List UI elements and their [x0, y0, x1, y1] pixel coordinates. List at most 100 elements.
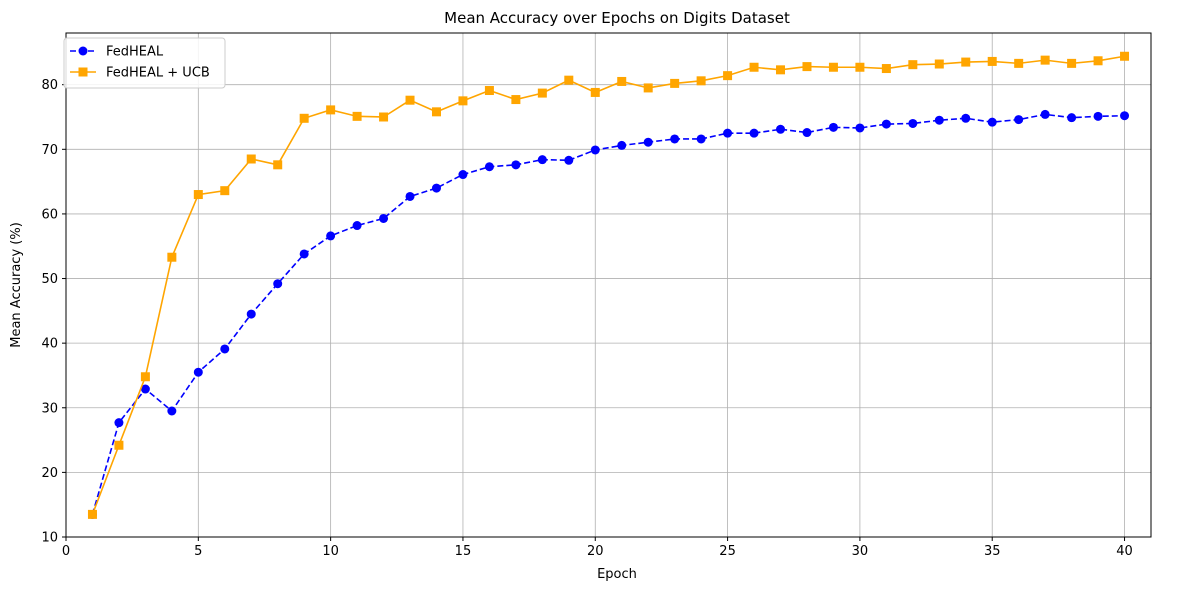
y-tick-label: 80: [41, 78, 58, 93]
x-tick-label: 15: [455, 544, 472, 559]
data-point: [1040, 55, 1050, 65]
axis-ticks: 0 5 10 15 20 25 30 35 40 10 20 30 40 50 60 70 80: [41, 78, 1132, 559]
data-point: [484, 86, 494, 96]
data-point: [776, 124, 786, 134]
data-point: [908, 118, 918, 128]
data-point: [749, 128, 759, 138]
y-tick-label: 10: [41, 531, 58, 546]
data-point: [961, 57, 971, 67]
grid-lines: [65, 33, 1151, 538]
data-point: [405, 191, 415, 201]
data-point: [220, 186, 230, 196]
data-point: [590, 87, 600, 97]
data-point: [273, 279, 283, 289]
data-point: [193, 367, 203, 377]
data-point: [643, 83, 653, 93]
data-point: [352, 111, 362, 121]
data-point: [114, 440, 124, 450]
data-point: [802, 128, 812, 138]
legend-label: FedHEAL + UCB: [106, 66, 210, 81]
data-point: [431, 107, 441, 117]
data-point: [246, 309, 256, 319]
data-point: [1120, 51, 1130, 61]
x-tick-label: 30: [852, 544, 869, 559]
series-line-2: [91, 55, 1125, 515]
data-point: [114, 418, 124, 428]
data-point: [723, 128, 733, 138]
x-tick-label: 0: [62, 544, 70, 559]
data-point: [140, 372, 150, 382]
x-tick-label: 5: [194, 544, 202, 559]
data-point: [961, 113, 971, 123]
series-line-1: [91, 113, 1125, 515]
data-point: [1120, 111, 1130, 121]
data-point: [379, 112, 389, 122]
data-point: [828, 62, 838, 72]
y-tick-label: 50: [41, 272, 58, 287]
data-point: [87, 509, 97, 519]
data-point: [379, 213, 389, 223]
y-tick-label: 30: [41, 401, 58, 416]
data-point: [617, 140, 627, 150]
y-tick-label: 40: [41, 337, 58, 352]
data-point: [1067, 58, 1077, 68]
data-point: [167, 252, 177, 262]
data-point: [1067, 113, 1077, 123]
data-point: [855, 62, 865, 72]
data-point: [1014, 58, 1024, 68]
data-point: [1040, 109, 1050, 119]
data-point: [696, 76, 706, 86]
data-point: [273, 160, 283, 170]
x-tick-label: 40: [1116, 544, 1133, 559]
x-axis-label: Epoch: [597, 567, 637, 582]
data-point: [1014, 115, 1024, 125]
data-point: [723, 71, 733, 81]
data-point: [881, 119, 891, 129]
data-point: [934, 115, 944, 125]
data-point: [537, 88, 547, 98]
data-point: [484, 162, 494, 172]
data-point: [220, 344, 230, 354]
data-point: [326, 105, 336, 115]
data-point: [193, 190, 203, 200]
series-layer: [87, 51, 1130, 519]
x-tick-label: 25: [719, 544, 736, 559]
y-axis-label: Mean Accuracy (%): [9, 222, 24, 348]
data-point: [431, 183, 441, 193]
data-point: [564, 75, 574, 85]
data-point: [643, 137, 653, 147]
data-point: [855, 123, 865, 133]
data-point: [458, 96, 468, 106]
x-tick-label: 10: [322, 544, 339, 559]
chart-title: Mean Accuracy over Epochs on Digits Data…: [444, 9, 790, 27]
legend-marker: [78, 46, 88, 56]
x-tick-label: 20: [587, 544, 604, 559]
data-point: [670, 134, 680, 144]
data-point: [987, 117, 997, 127]
legend-box: [63, 37, 226, 89]
legend-label: FedHEAL: [106, 45, 164, 60]
data-point: [828, 122, 838, 132]
data-point: [934, 59, 944, 69]
data-point: [617, 76, 627, 86]
legend-marker: [78, 67, 88, 77]
data-point: [1093, 56, 1103, 66]
plot-frame: [65, 32, 1152, 538]
y-tick-label: 20: [41, 466, 58, 481]
x-tick-label: 35: [984, 544, 1001, 559]
data-point: [908, 60, 918, 70]
data-point: [299, 113, 309, 123]
data-point: [590, 145, 600, 155]
data-point: [405, 95, 415, 105]
y-tick-label: 60: [41, 207, 58, 222]
data-point: [326, 231, 336, 241]
data-point: [537, 155, 547, 165]
data-point: [511, 160, 521, 170]
data-point: [1093, 111, 1103, 121]
legend: FedHEAL FedHEAL + UCB: [63, 37, 226, 89]
data-point: [881, 64, 891, 74]
data-point: [987, 56, 997, 66]
data-point: [167, 406, 177, 416]
